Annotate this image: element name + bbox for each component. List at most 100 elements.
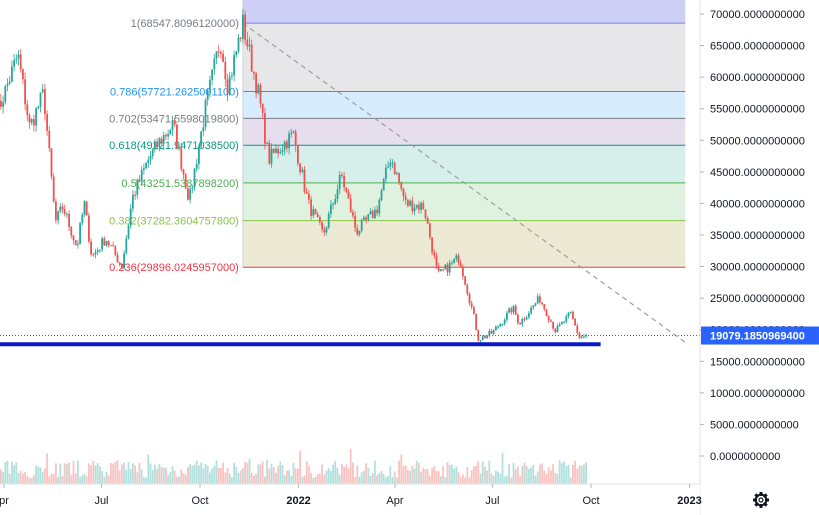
- price-tick-label: 45000.0000000000: [710, 167, 805, 179]
- volume-bar: [189, 463, 192, 484]
- volume-bar: [134, 465, 137, 484]
- candle-body: [90, 241, 93, 255]
- candle-body: [204, 100, 207, 128]
- gear-icon[interactable]: [753, 492, 769, 508]
- volume-bar: [503, 476, 506, 484]
- candle-body: [8, 81, 11, 84]
- volume-bar: [224, 472, 227, 484]
- candle-body: [195, 163, 198, 169]
- candle-body: [107, 241, 110, 246]
- volume-bar: [501, 452, 504, 484]
- volume-bar: [121, 464, 123, 484]
- volume-bar: [389, 465, 392, 484]
- volume-bar: [237, 472, 240, 484]
- volume-bar: [341, 464, 343, 484]
- candle-body: [299, 163, 302, 173]
- volume-bar: [19, 470, 22, 484]
- candle-body: [165, 135, 167, 137]
- volume-bar: [255, 474, 258, 484]
- volume-bar: [442, 465, 445, 484]
- price-tick-label: 15000.0000000000: [710, 356, 805, 368]
- volume-bar: [354, 477, 357, 484]
- candle-body: [583, 336, 585, 338]
- candle-body: [448, 262, 451, 273]
- support-line-layer[interactable]: [0, 335, 700, 347]
- volume-bar: [569, 477, 572, 484]
- candle-body: [426, 218, 429, 224]
- candle-body: [140, 169, 143, 182]
- volume-bar: [44, 468, 46, 484]
- volume-bar: [63, 463, 66, 484]
- candle-body: [336, 189, 339, 199]
- volume-bar: [457, 471, 460, 484]
- trend-line-layer: [242, 22, 686, 343]
- candle-body: [393, 162, 396, 175]
- candle-body: [389, 162, 392, 167]
- volume-bar: [277, 465, 280, 484]
- candle-body: [162, 135, 165, 144]
- candle-body: [112, 245, 115, 247]
- volume-bar: [33, 474, 35, 484]
- candle-body: [437, 266, 440, 272]
- volume-bar: [358, 476, 361, 484]
- volume-bar: [160, 466, 163, 484]
- volume-bar: [534, 475, 537, 484]
- candle-body: [4, 85, 7, 103]
- candle-body: [576, 325, 579, 334]
- volume-bar: [136, 472, 139, 484]
- candle-body: [103, 238, 106, 246]
- volume-bar: [561, 463, 563, 484]
- price-tick-label: 25000.0000000000: [710, 293, 805, 305]
- candle-body: [55, 201, 57, 221]
- candle-body: [257, 84, 260, 94]
- fibonacci-retracement[interactable]: 1(68547.8096120000) 0.786(57721.262500110…: [109, 0, 686, 274]
- candle-body: [143, 168, 145, 170]
- volume-bar: [550, 470, 552, 484]
- candle-body: [206, 90, 209, 101]
- candle-body: [413, 207, 416, 212]
- candle-body: [468, 293, 471, 304]
- volume-bar: [127, 462, 130, 484]
- volume-bar: [107, 475, 110, 484]
- candle-body: [294, 131, 297, 146]
- candle-body: [473, 307, 475, 314]
- candle-body: [561, 321, 563, 325]
- candle-body: [33, 119, 35, 126]
- candle-body: [512, 305, 515, 313]
- volume-bar: [310, 473, 313, 484]
- volume-bar: [41, 472, 44, 484]
- volume-bar: [547, 467, 550, 484]
- candle-body: [13, 60, 16, 67]
- candle-body: [248, 44, 251, 47]
- volume-bar: [264, 476, 266, 484]
- volume-bar: [363, 470, 365, 484]
- volume-bar: [248, 458, 251, 484]
- candle-body: [347, 191, 350, 199]
- candle-body: [37, 106, 40, 109]
- volume-bar: [473, 466, 475, 484]
- candle-body: [233, 55, 236, 76]
- volume-bar: [415, 460, 418, 484]
- volume-bar: [167, 475, 170, 484]
- candle-body: [501, 323, 504, 325]
- volume-bar: [2, 471, 5, 484]
- candle-body: [41, 89, 44, 93]
- volume-bar: [55, 463, 57, 484]
- volume-bar: [490, 473, 493, 484]
- candle-body: [198, 146, 200, 164]
- candle-body: [490, 330, 493, 334]
- trend-line[interactable]: [242, 22, 686, 343]
- candle-body: [118, 262, 121, 264]
- fib-level-label-0.5: 0.5(43251.5387898200): [121, 178, 238, 190]
- candle-body: [213, 58, 216, 70]
- price-tick-label: 50000.0000000000: [710, 135, 805, 147]
- candle-body: [288, 133, 291, 149]
- price-tick-label: 55000.0000000000: [710, 104, 805, 116]
- volume-bar: [484, 466, 486, 484]
- settings-area[interactable]: [753, 492, 769, 508]
- volume-bar: [59, 463, 62, 484]
- candle-body: [360, 219, 363, 231]
- candle-body: [123, 253, 126, 269]
- volume-bar: [129, 469, 132, 484]
